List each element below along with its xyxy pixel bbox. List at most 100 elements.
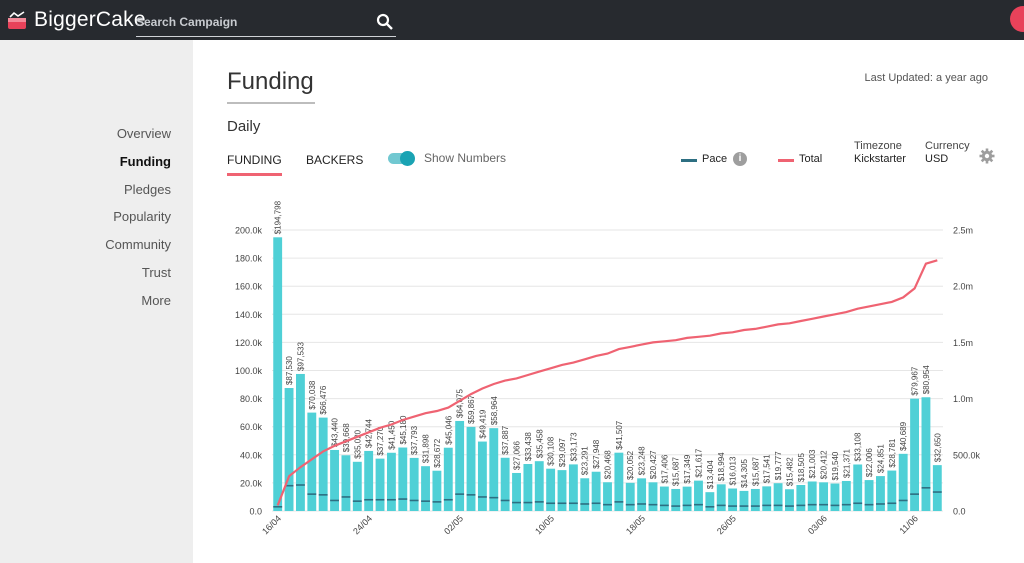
sidebar-item-funding[interactable]: Funding xyxy=(119,153,171,169)
bar xyxy=(750,488,760,511)
right-tick-label: 500.0k xyxy=(953,450,981,460)
bar-value-label: $20,468 xyxy=(604,450,613,479)
top-bar: BiggerCake xyxy=(0,0,1024,40)
bar xyxy=(386,452,396,511)
show-numbers-toggle[interactable] xyxy=(388,151,416,166)
avatar[interactable] xyxy=(1010,6,1024,32)
bar xyxy=(523,464,533,511)
bar-value-label: $64,075 xyxy=(456,389,465,418)
total-legend-label[interactable]: Total xyxy=(799,153,823,165)
bar xyxy=(273,237,283,511)
bar xyxy=(477,441,487,511)
left-tick-label: 120.0k xyxy=(235,338,263,348)
bar-value-label: $87,530 xyxy=(285,356,294,385)
bar xyxy=(716,484,726,511)
bar-value-label: $31,898 xyxy=(422,434,431,463)
bar-value-label: $18,505 xyxy=(797,453,806,482)
gear-icon[interactable] xyxy=(979,148,995,164)
x-tick-label: 18/05 xyxy=(624,513,647,536)
timezone-value[interactable]: Kickstarter xyxy=(854,153,906,165)
bar-value-label: $66,476 xyxy=(319,385,328,414)
toggle-knob xyxy=(400,151,415,166)
currency-value[interactable]: USD xyxy=(925,153,949,165)
x-tick-label: 24/04 xyxy=(351,513,374,536)
bar xyxy=(853,464,863,511)
bar xyxy=(500,457,510,511)
bar-value-label: $33,173 xyxy=(569,432,578,461)
left-tick-label: 80.0k xyxy=(240,394,263,404)
sidebar-item-trust[interactable]: Trust xyxy=(141,264,171,280)
bar xyxy=(398,447,408,511)
bar xyxy=(295,373,305,511)
bar-value-label: $33,438 xyxy=(524,432,533,461)
pace-legend-label[interactable]: Pace xyxy=(702,153,728,165)
bar-value-label: $28,781 xyxy=(888,438,897,467)
tab-funding[interactable]: FUNDING xyxy=(227,153,282,176)
x-tick-label: 16/04 xyxy=(260,513,283,536)
bar-value-label: $23,291 xyxy=(581,446,590,475)
bar-value-label: $33,108 xyxy=(854,432,863,461)
bar xyxy=(728,488,738,511)
right-tick-label: 1.5m xyxy=(953,338,973,348)
bar-value-label: $80,954 xyxy=(922,365,931,394)
left-tick-label: 20.0k xyxy=(240,478,263,488)
bar-value-label: $17,406 xyxy=(660,454,669,483)
bar xyxy=(580,478,590,511)
bar-value-label: $45,180 xyxy=(399,415,408,444)
right-tick-label: 2.0m xyxy=(953,282,973,292)
bar xyxy=(739,490,749,511)
left-tick-label: 200.0k xyxy=(235,226,263,236)
left-tick-label: 40.0k xyxy=(240,450,263,460)
bar-value-label: $37,887 xyxy=(501,425,510,454)
bar-value-label: $40,689 xyxy=(899,421,908,450)
currency-label: Currency xyxy=(925,140,970,152)
bar-value-label: $79,967 xyxy=(911,366,920,395)
bar-value-label: $41,507 xyxy=(615,420,624,449)
bar xyxy=(807,481,817,511)
sidebar-item-pledges[interactable]: Pledges xyxy=(124,181,171,197)
bar xyxy=(648,482,658,511)
bar xyxy=(364,450,374,511)
left-tick-label: 0.0 xyxy=(249,507,262,517)
bar-value-label: $21,003 xyxy=(808,449,817,478)
bar-value-label: $24,851 xyxy=(876,444,885,473)
sidebar-item-community[interactable]: Community xyxy=(105,237,171,253)
sidebar-item-more[interactable]: More xyxy=(141,292,171,308)
left-tick-label: 140.0k xyxy=(235,310,263,320)
bar-value-label: $28,672 xyxy=(433,438,442,467)
bar-value-label: $20,412 xyxy=(820,450,829,479)
bar-value-label: $21,371 xyxy=(842,449,851,478)
right-tick-label: 0.0 xyxy=(953,507,966,517)
bar xyxy=(785,489,794,511)
bar-value-label: $21,617 xyxy=(694,448,703,477)
cake-icon xyxy=(8,11,26,29)
bar xyxy=(705,492,715,511)
bar-value-label: $59,867 xyxy=(467,394,476,423)
total-line xyxy=(276,259,938,506)
search-icon[interactable] xyxy=(376,13,394,31)
bar xyxy=(864,480,874,511)
bar-value-label: $30,108 xyxy=(547,436,556,465)
brand-logo[interactable]: BiggerCake xyxy=(6,8,146,32)
left-tick-label: 160.0k xyxy=(235,282,263,292)
info-icon[interactable]: i xyxy=(733,152,747,166)
bar xyxy=(318,417,328,511)
bar xyxy=(694,480,703,511)
bar-value-label: $37,270 xyxy=(376,426,385,455)
bar xyxy=(307,412,317,511)
sidebar-item-popularity[interactable]: Popularity xyxy=(113,209,171,225)
bar xyxy=(910,398,920,511)
search-input[interactable] xyxy=(136,9,366,35)
bar-value-label: $32,650 xyxy=(933,433,942,462)
brand-name: BiggerCake xyxy=(34,8,146,31)
bar-value-label: $43,440 xyxy=(331,417,340,446)
bar xyxy=(887,470,897,511)
bar xyxy=(876,476,885,511)
sidebar-item-overview[interactable]: Overview xyxy=(116,126,171,141)
bar-value-label: $22,006 xyxy=(865,448,874,477)
tab-backers[interactable]: BACKERS xyxy=(306,153,364,167)
x-tick-label: 03/06 xyxy=(806,513,829,536)
bar-value-label: $17,349 xyxy=(683,454,692,483)
bar-value-label: $19,777 xyxy=(774,451,783,480)
bar-value-label: $49,419 xyxy=(478,409,487,438)
